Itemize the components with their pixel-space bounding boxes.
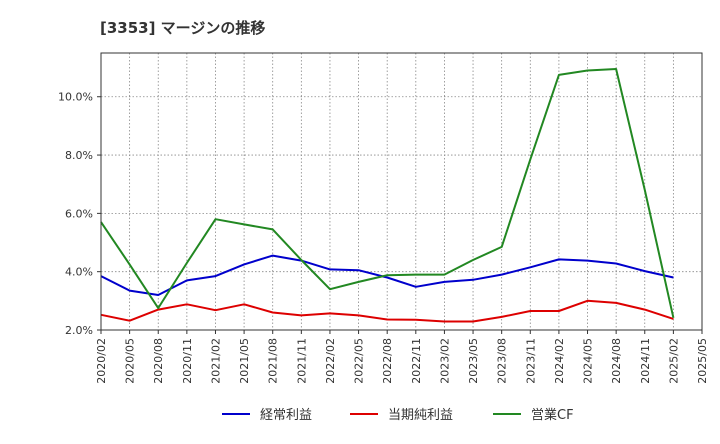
- x-tick-label: 2023/08: [496, 338, 509, 384]
- x-tick-label: 2021/11: [295, 338, 308, 384]
- x-tick-label: 2025/05: [696, 338, 709, 384]
- y-axis-ticks: 2.0% 4.0% 6.0% 8.0% 10.0%: [58, 91, 101, 337]
- x-tick-label: 2024/08: [610, 338, 623, 384]
- x-tick-label: 2021/02: [209, 338, 222, 384]
- x-tick-label: 2020/11: [181, 338, 194, 384]
- series-layer: [100, 68, 675, 323]
- x-tick-label: 2021/05: [238, 338, 251, 384]
- x-tick-label: 2023/05: [467, 338, 480, 384]
- x-tick-label: 2024/11: [639, 338, 652, 384]
- series-line-2: [100, 299, 674, 323]
- y-tick-label: 2.0%: [65, 324, 93, 337]
- x-tick-label: 2020/02: [95, 338, 108, 384]
- grid-layer: [100, 53, 703, 331]
- legend: 経常利益 当期純利益 営業CF: [222, 407, 574, 423]
- x-tick-label: 2022/02: [324, 338, 337, 384]
- legend-label-1: 経常利益: [260, 408, 312, 423]
- x-tick-label: 2022/11: [410, 338, 423, 384]
- x-axis-ticks: 2020/02 2020/05 2020/08 2020/11 2021/02 2021/…: [95, 330, 709, 384]
- x-tick-label: 2020/08: [152, 338, 165, 384]
- y-tick-label: 4.0%: [65, 266, 93, 279]
- plot-area-frame: [100, 52, 703, 331]
- y-tick-label: 6.0%: [65, 207, 93, 220]
- legend-label-2: 当期純利益: [388, 408, 453, 423]
- y-tick-label: 8.0%: [65, 149, 93, 162]
- series-line-1: [100, 254, 674, 296]
- legend-label-3: 営業CF: [531, 407, 574, 423]
- x-tick-label: 2020/05: [124, 338, 137, 384]
- x-tick-label: 2022/05: [353, 338, 366, 384]
- y-tick-label: 10.0%: [58, 91, 93, 104]
- x-tick-label: 2024/05: [582, 338, 595, 384]
- x-tick-label: 2022/08: [381, 338, 394, 384]
- series-line-3: [100, 68, 675, 319]
- x-tick-label: 2024/02: [553, 338, 566, 384]
- x-tick-label: 2025/02: [667, 338, 680, 384]
- chart-title: [3353] マージンの推移: [100, 19, 265, 37]
- x-tick-label: 2021/08: [267, 338, 280, 384]
- x-tick-label: 2023/11: [524, 338, 537, 384]
- x-tick-label: 2023/02: [438, 338, 451, 384]
